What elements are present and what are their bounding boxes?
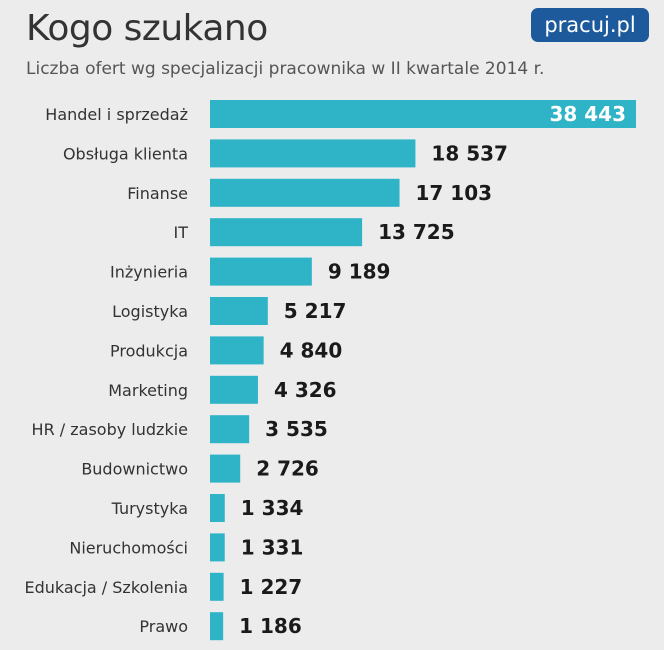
bar-11 <box>210 533 225 562</box>
value-label: 9 189 <box>328 260 391 284</box>
bar-3 <box>210 218 363 247</box>
category-label: Nieruchomości <box>69 538 188 557</box>
category-label: Finanse <box>127 184 188 203</box>
bar-4 <box>210 257 312 286</box>
category-label: Logistyka <box>112 302 188 321</box>
value-label: 13 725 <box>378 220 455 244</box>
value-label: 4 326 <box>274 378 337 402</box>
pracuj-logo: pracuj.pl <box>531 8 649 42</box>
category-label: IT <box>174 223 189 242</box>
category-label: Prawo <box>139 617 188 636</box>
bar-5 <box>210 297 268 325</box>
bar-8 <box>210 415 250 444</box>
bar-9 <box>210 454 241 483</box>
bar-1 <box>210 139 416 168</box>
bar-2 <box>210 178 400 207</box>
bar-6 <box>210 336 264 365</box>
bar-13 <box>210 612 224 641</box>
chart-subtitle: Liczba ofert wg specjalizacji pracownika… <box>26 59 545 79</box>
value-label: 17 103 <box>416 181 493 205</box>
value-label: 38 443 <box>549 102 626 126</box>
bar-7 <box>210 375 258 404</box>
value-label: 1 331 <box>241 535 304 559</box>
bar-10 <box>210 494 225 522</box>
value-label: 1 334 <box>241 496 304 520</box>
value-label: 3 535 <box>265 417 328 441</box>
chart-title: Kogo szukano <box>26 8 268 49</box>
category-label: Inżynieria <box>110 263 188 282</box>
bar-0 <box>210 100 636 128</box>
value-label: 1 227 <box>240 575 303 599</box>
category-label: Obsługa klienta <box>63 144 188 163</box>
category-label: Marketing <box>108 381 188 400</box>
category-label: HR / zasoby ludzkie <box>32 420 188 439</box>
value-label: 1 186 <box>239 614 302 638</box>
value-label: 4 840 <box>280 338 343 362</box>
category-label: Turystyka <box>111 499 188 518</box>
value-label: 2 726 <box>256 457 319 481</box>
category-label: Handel i sprzedaż <box>45 105 188 124</box>
bar-12 <box>210 572 224 601</box>
value-label: 18 537 <box>431 141 508 165</box>
category-label: Edukacja / Szkolenia <box>24 578 188 597</box>
value-label: 5 217 <box>284 299 347 323</box>
category-label: Budownictwo <box>81 460 188 479</box>
category-label: Produkcja <box>110 341 188 360</box>
